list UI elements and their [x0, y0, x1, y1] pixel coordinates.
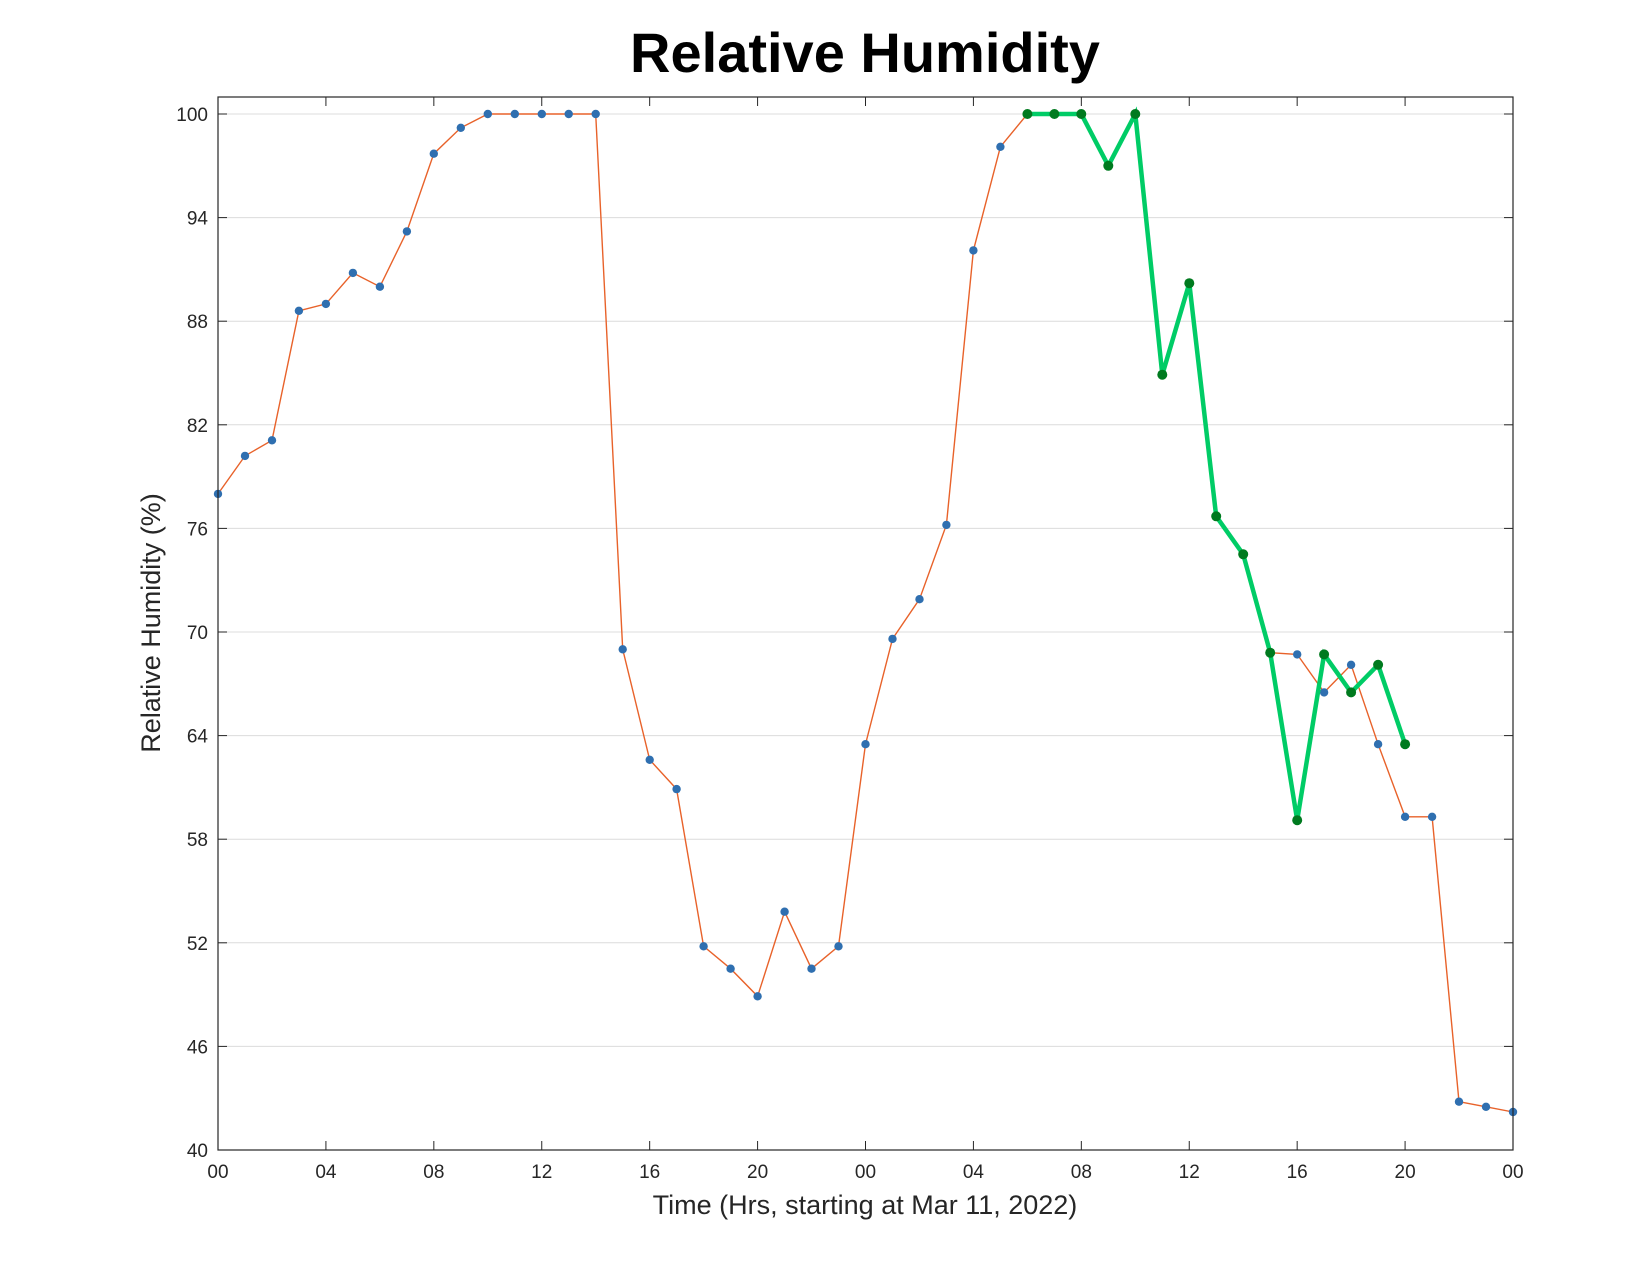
x-tick-label: 08	[1071, 1162, 1092, 1183]
series-2-point	[1211, 511, 1222, 522]
y-axis-label: Relative Humidity (%)	[136, 493, 166, 753]
y-tick-label: 94	[187, 209, 209, 230]
series-2-point	[1400, 739, 1411, 750]
series-2-point	[1184, 278, 1195, 289]
x-tick-label: 00	[1502, 1162, 1523, 1183]
y-tick-label: 82	[187, 416, 208, 437]
series-1-point	[564, 109, 573, 119]
series-1-point	[483, 109, 492, 119]
series-1-point	[375, 282, 385, 291]
x-axis-label: Time (Hrs, starting at Mar 11, 2022)	[653, 1190, 1078, 1220]
y-tick-label: 100	[176, 105, 208, 126]
y-tick-label: 76	[187, 519, 208, 540]
y-tick-label: 40	[187, 1141, 208, 1162]
series-1-point	[294, 306, 304, 315]
series-1-point	[834, 942, 843, 951]
x-tick-label: 16	[639, 1162, 660, 1183]
series-2-point	[1265, 647, 1276, 658]
series-1-point	[1400, 812, 1410, 821]
x-tick-label: 12	[531, 1162, 552, 1183]
x-tick-label: 04	[315, 1162, 337, 1183]
series-1-point	[807, 964, 816, 973]
plot-frame	[217, 96, 1514, 1151]
series-1-point	[591, 109, 600, 119]
grid-lines	[218, 113, 1513, 1047]
series-2-point	[1373, 659, 1384, 670]
series-1-point	[915, 595, 924, 604]
series-1-point	[1454, 1097, 1464, 1106]
y-tick-label: 46	[187, 1037, 208, 1058]
series-1-point	[753, 992, 762, 1001]
x-tick-label: 20	[747, 1162, 768, 1183]
x-tick-label: 04	[963, 1162, 985, 1183]
y-tick-label: 88	[187, 312, 208, 333]
x-tick-label: 00	[207, 1162, 228, 1183]
series-1-point	[645, 755, 654, 764]
series-1-point	[1373, 740, 1383, 749]
x-tick-label: 12	[1179, 1162, 1200, 1183]
x-tick-label: 16	[1287, 1162, 1308, 1183]
series-1-point	[1293, 650, 1302, 659]
y-axis-ticks: 40 46 52 58 64 70 76 82 88 94 100	[176, 105, 1513, 1162]
series-2-point	[1319, 649, 1330, 660]
series-layer	[213, 106, 1518, 1117]
y-tick-label: 58	[187, 830, 208, 851]
series-1-point	[456, 123, 465, 132]
series-1-point	[969, 246, 978, 255]
series-1-point	[942, 520, 951, 530]
series-1-point	[726, 964, 735, 973]
series-1-point	[861, 740, 870, 749]
series-2-point	[1238, 549, 1249, 560]
series-1-point	[348, 268, 358, 278]
series-1-point	[510, 109, 519, 119]
series-1-point	[267, 436, 277, 445]
series-1-point	[240, 451, 250, 461]
y-tick-label: 64	[187, 727, 209, 748]
y-tick-label: 52	[187, 934, 208, 955]
x-tick-label: 00	[855, 1162, 876, 1183]
series-1-point	[996, 142, 1005, 151]
series-1-point	[888, 634, 897, 644]
series-1-point	[780, 907, 789, 916]
series-1-point	[429, 149, 438, 158]
series-2-point	[1076, 109, 1087, 119]
x-tick-label: 08	[423, 1162, 444, 1183]
series-1-point	[402, 227, 412, 236]
series-2-point	[1130, 109, 1141, 119]
series-1-point	[321, 299, 331, 309]
x-axis-ticks: 00 04 08 12 16 20 00 04 08 12 16 20 00	[207, 97, 1524, 1183]
x-tick-label: 20	[1395, 1162, 1416, 1183]
y-tick-label: 70	[187, 623, 208, 644]
chart-title: Relative Humidity	[630, 21, 1100, 84]
series-1-point	[1319, 688, 1329, 697]
series-1-line	[217, 111, 1514, 1113]
series-1-point	[618, 645, 627, 654]
series-1-point	[1346, 660, 1356, 669]
series-2-line	[1027, 106, 1408, 821]
series-2-point	[1022, 109, 1033, 119]
series-2-point	[1346, 687, 1357, 698]
series-2-point	[1103, 160, 1114, 171]
series-2-point	[1049, 109, 1060, 119]
series-1-point	[537, 109, 546, 119]
series-2-point	[1292, 815, 1303, 826]
series-1-point	[1481, 1102, 1491, 1112]
series-2-point	[1157, 369, 1168, 380]
series-1-point	[672, 784, 681, 794]
series-1-point	[1427, 812, 1437, 821]
series-1-point	[699, 942, 708, 951]
